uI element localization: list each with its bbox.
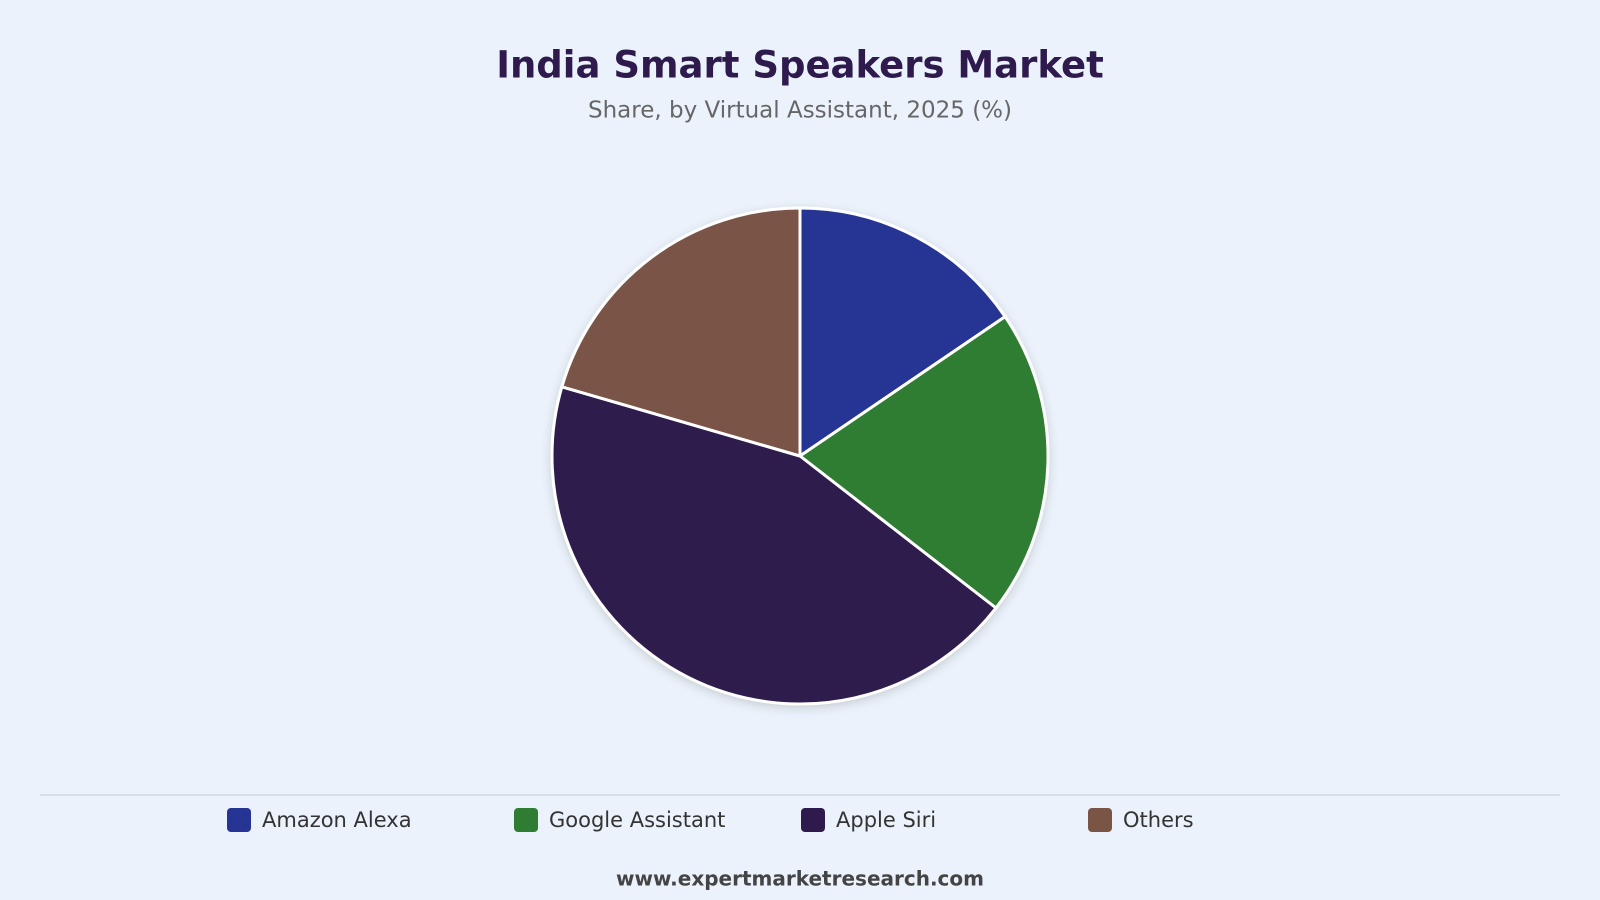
pie-slice xyxy=(798,315,1050,610)
legend-swatch xyxy=(801,808,825,832)
pie-slice xyxy=(798,206,1007,458)
legend-label: Apple Siri xyxy=(836,808,936,832)
pie xyxy=(550,206,1050,706)
pie-slice xyxy=(560,206,802,458)
legend-label: Amazon Alexa xyxy=(262,808,412,832)
legend: Amazon Alexa Google Assistant Apple Siri Ot… xyxy=(227,808,1194,832)
legend-swatch xyxy=(227,808,251,832)
chart-title: India Smart Speakers Market xyxy=(496,44,1104,87)
legend-swatch xyxy=(1088,808,1112,832)
legend-label: Others xyxy=(1123,808,1194,832)
chart-subtitle: Share, by Virtual Assistant, 2025 (%) xyxy=(588,98,1012,124)
legend-swatch xyxy=(514,808,538,832)
pie-slice xyxy=(550,385,998,706)
source: www.expertmarketresearch.com xyxy=(616,867,984,891)
legend-label: Google Assistant xyxy=(549,808,725,832)
